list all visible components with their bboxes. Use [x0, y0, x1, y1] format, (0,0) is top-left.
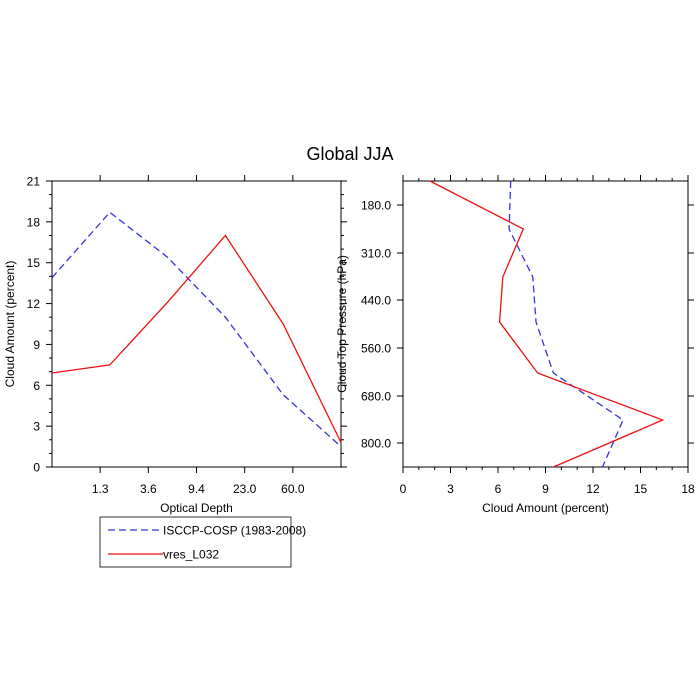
y-tick-label: 800.0	[361, 437, 391, 451]
x-tick-label: 6	[495, 482, 502, 496]
y-tick-label: 18	[27, 215, 41, 229]
legend-box	[99, 516, 292, 568]
y-tick-label: 560.0	[361, 342, 391, 356]
y-tick-label: 180.0	[361, 199, 391, 213]
x-tick-label: 15	[634, 482, 648, 496]
y-tick-label: 12	[27, 297, 41, 311]
series-line-isccp	[508, 180, 624, 468]
plot-frame	[51, 180, 342, 468]
x-axis-label: Cloud Amount (percent)	[482, 501, 609, 515]
series-line-vres	[51, 234, 342, 443]
x-tick-label: 23.0	[233, 482, 257, 496]
y-tick-label: 15	[27, 256, 41, 270]
plot-frame	[402, 180, 689, 468]
legend-label-isccp: ISCCP-COSP (1983-2008)	[163, 524, 306, 538]
chart-title: Global JJA	[306, 144, 393, 164]
y-tick-label: 6	[33, 379, 40, 393]
y-tick-label: 9	[33, 338, 40, 352]
x-tick-label: 9.4	[188, 482, 205, 496]
y-axis-label: Cloud Amount (percent)	[3, 261, 17, 388]
optical-depth-panel: 0 3 6 9 12 15 18 21 1.3 3.6 9.4 23.0 60.0 Optical Dep…	[3, 175, 347, 515]
x-tick-label: 18	[681, 482, 695, 496]
y-tick-label: 3	[33, 420, 40, 434]
series-line-vres	[429, 180, 665, 468]
y-tick-label: 440.0	[361, 294, 391, 308]
x-tick-label: 12	[586, 482, 600, 496]
legend-label-vres: vres_L032	[163, 548, 219, 562]
x-tick-label: 9	[542, 482, 549, 496]
y-tick-label: 680.0	[361, 390, 391, 404]
y-tick-label: 310.0	[361, 247, 391, 261]
x-tick-label: 60.0	[281, 482, 305, 496]
series-line-isccp	[51, 211, 342, 448]
y-tick-label: 0	[33, 461, 40, 475]
x-tick-label: 1.3	[92, 482, 109, 496]
x-tick-label: 0	[400, 482, 407, 496]
x-axis-label: Optical Depth	[160, 501, 233, 515]
y-axis-label: Cloud Top Pressure (hPa)	[335, 255, 349, 393]
y-tick-label: 21	[27, 175, 41, 189]
legend: ISCCP-COSP (1983-2008) vres_L032	[99, 516, 306, 568]
pressure-profile-panel: 0 3 6 9 12 15 18 180.0 310.0 440.0 560.0 680.0 800.0…	[335, 175, 695, 515]
x-tick-label: 3	[447, 482, 454, 496]
x-tick-label: 3.6	[140, 482, 157, 496]
